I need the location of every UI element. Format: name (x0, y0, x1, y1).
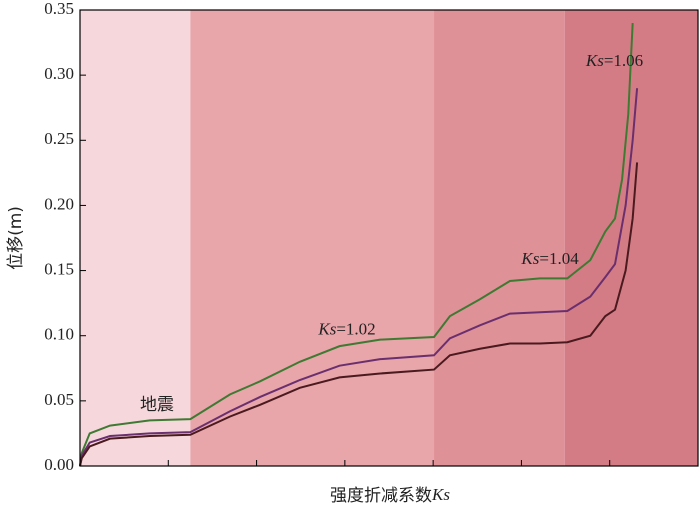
y-tick-label: 0.20 (44, 194, 74, 213)
y-tick-label: 0.10 (44, 325, 74, 344)
line (79, 162, 639, 467)
annotation-text: 地震 (140, 395, 174, 415)
annotation-italic: Ks (520, 249, 539, 268)
x-axis-label-italic: Ks (431, 485, 450, 504)
annotation-text: =1.02 (336, 319, 375, 338)
annotation-text: =1.04 (539, 249, 579, 268)
y-tick-label: 0.05 (44, 390, 74, 409)
background (80, 10, 698, 466)
region (434, 10, 565, 466)
annotation-text: =1.06 (604, 51, 643, 70)
y-tick-label: 0.15 (44, 259, 74, 278)
annotation: 地震 (140, 395, 174, 415)
region (564, 10, 698, 466)
x-axis-label-text: 强度折减系数 (330, 486, 432, 506)
y-tick-label: 0.25 (44, 129, 74, 148)
annotation: Ks=1.06 (585, 51, 643, 70)
annotation: Ks=1.02 (317, 319, 375, 338)
region (190, 10, 435, 466)
annotation: Ks=1.04 (520, 249, 579, 268)
y-tick-label: 0.00 (44, 455, 74, 474)
plot-frame (79, 9, 699, 467)
annotation-italic: Ks (317, 319, 336, 338)
y-tick-label: 0.35 (44, 0, 74, 18)
x-axis-label: 强度折减系数Ks (330, 485, 450, 506)
y-tick-label: 0.30 (44, 64, 74, 83)
y-axis-label: 位移(m) (6, 206, 26, 270)
annotation-italic: Ks (585, 51, 604, 70)
line (79, 22, 634, 467)
line (79, 88, 639, 467)
region (80, 10, 191, 466)
